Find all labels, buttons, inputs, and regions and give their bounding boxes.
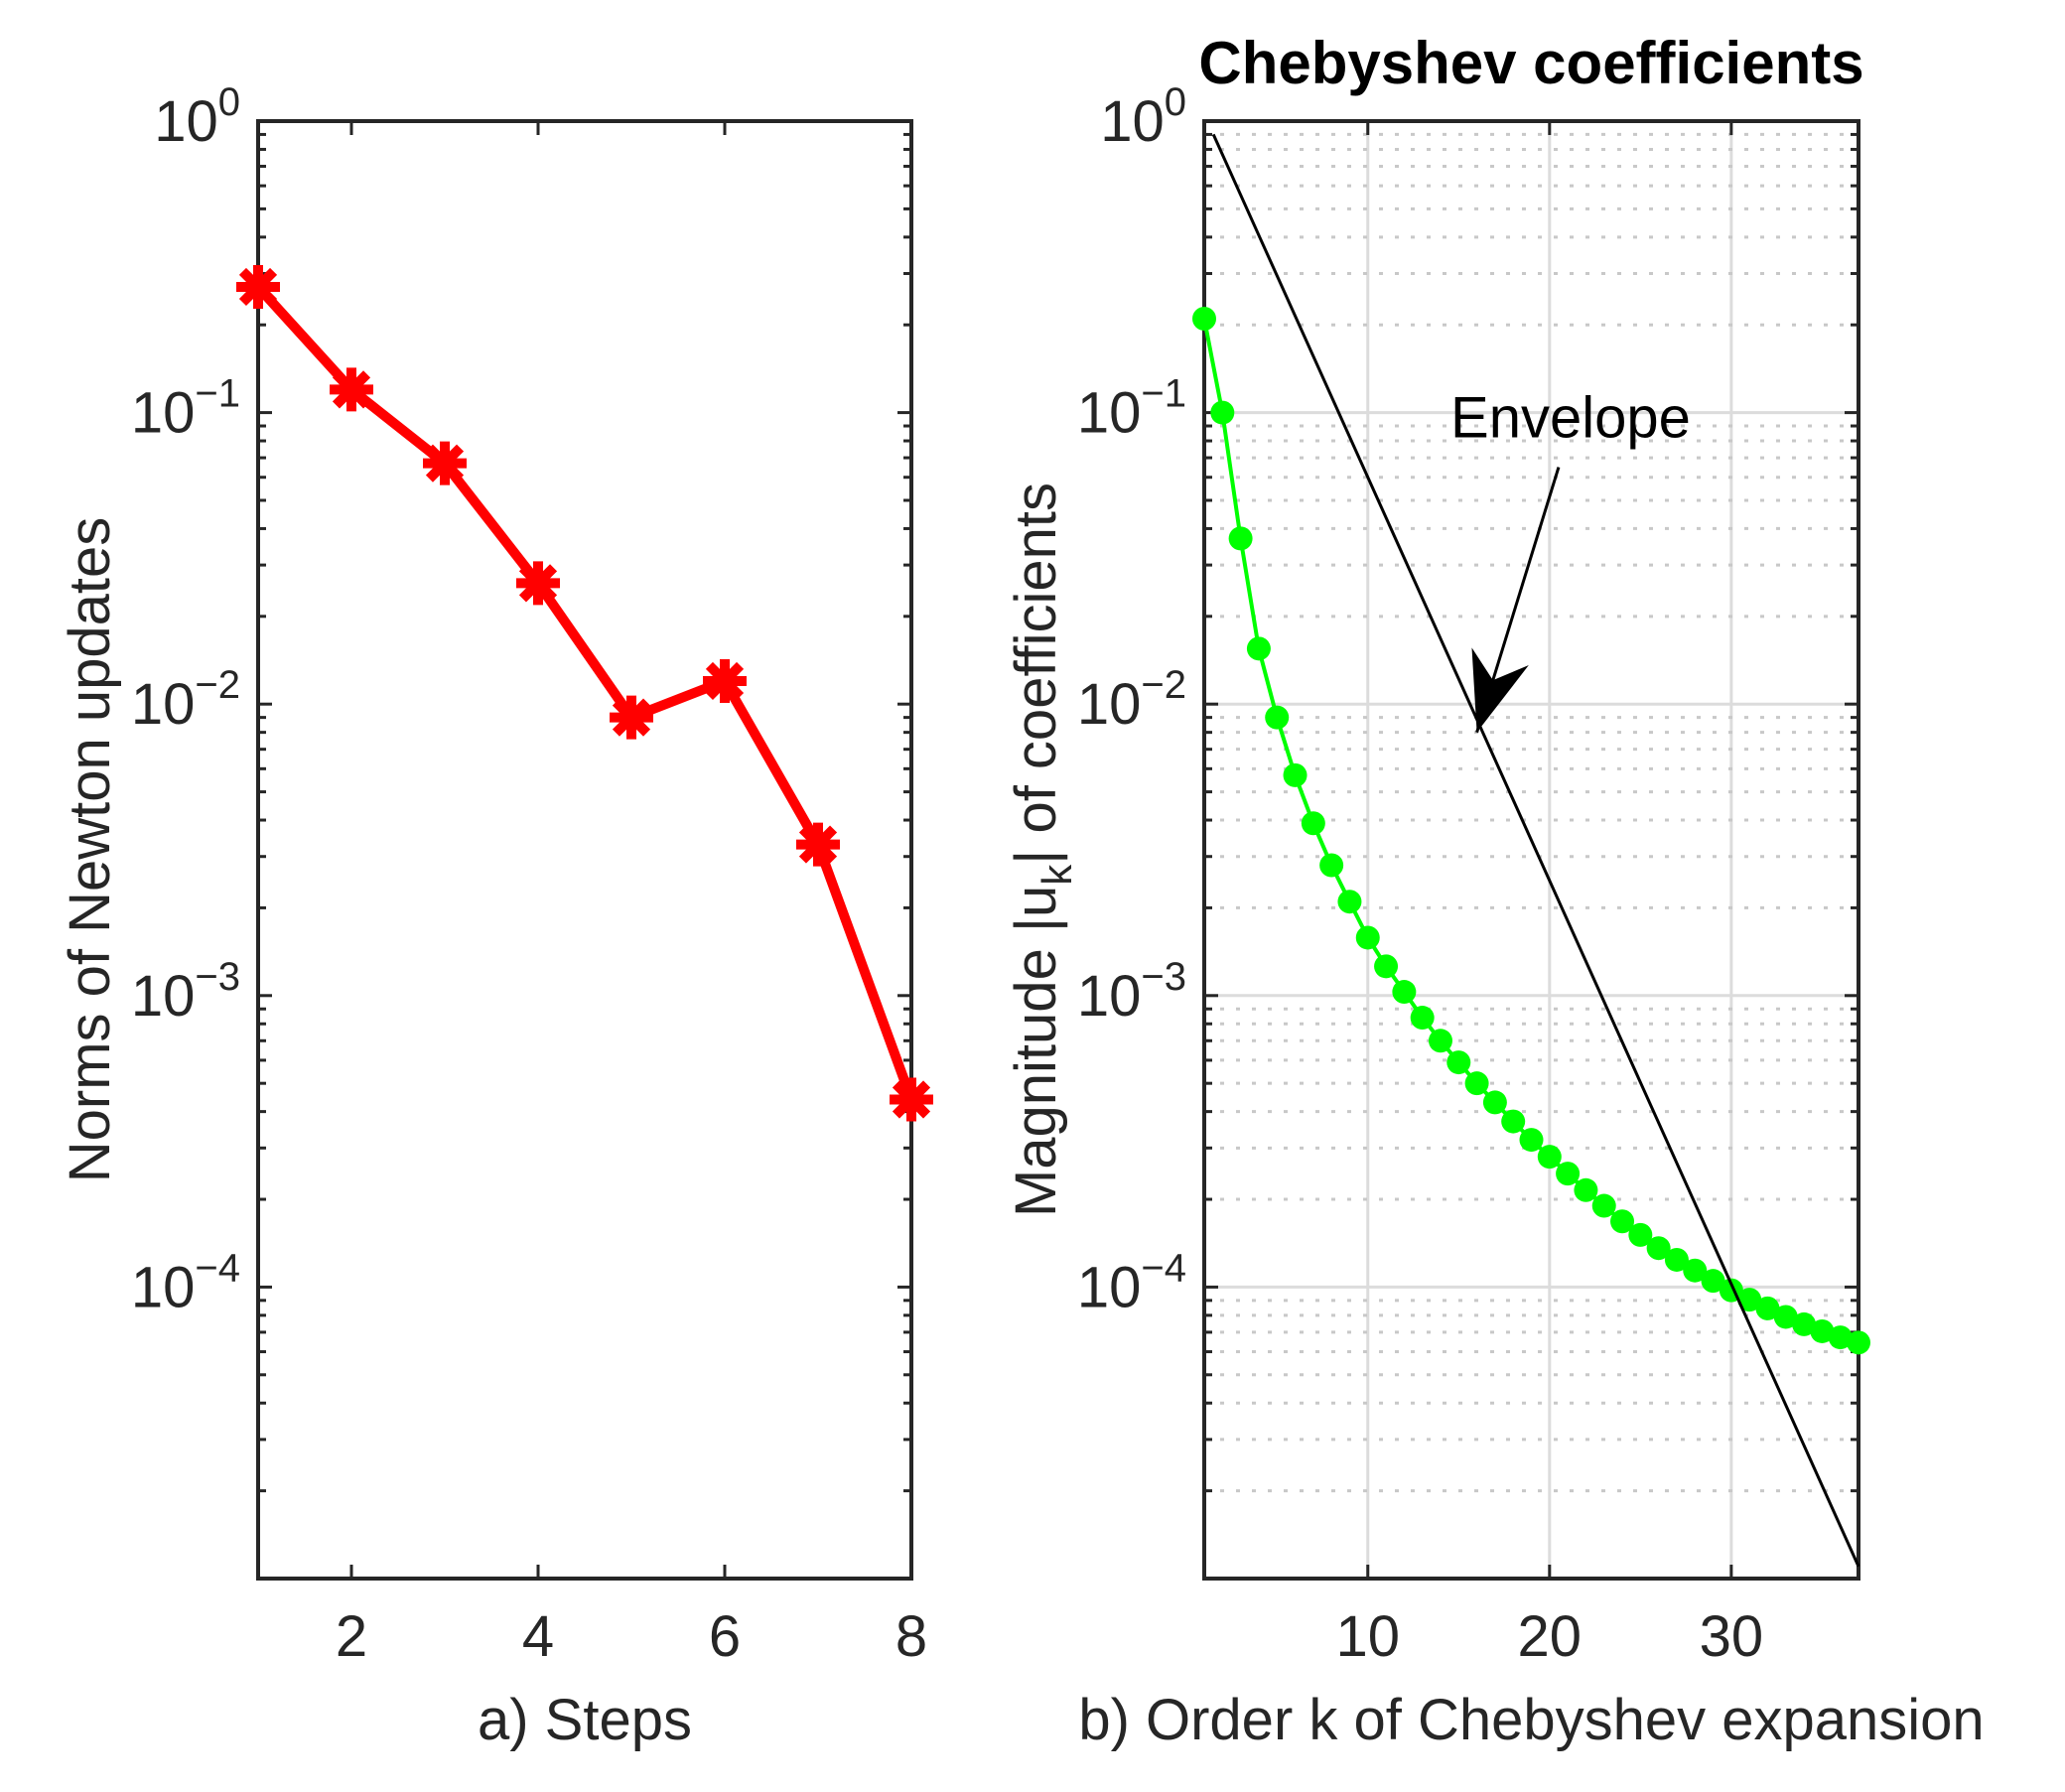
data-point: [1773, 1305, 1798, 1329]
data-point: [1265, 705, 1290, 730]
series-line: [1202, 318, 1859, 1345]
data-point: [1355, 925, 1380, 950]
marker-stroke: [425, 444, 465, 482]
panel-a-chart: 100 10−1 10−2 10−3 10−4 2 4 6 8 a) Steps Norms of …: [58, 80, 933, 1752]
axes-box: [256, 119, 913, 1581]
data-point: [1192, 306, 1216, 331]
data-point: [1464, 1071, 1489, 1096]
y-tick-label: 10−4: [1077, 1246, 1186, 1319]
x-axis-label: b) Order k of Chebyshev expansion: [1078, 1688, 1984, 1752]
x-tick-label: 8: [895, 1604, 927, 1669]
y-axis-label: Norms of Newton updates: [58, 517, 122, 1183]
y-tick-label: 10−3: [1077, 955, 1186, 1029]
series-envelope: [1211, 133, 1860, 1568]
marker-stroke: [892, 1080, 931, 1119]
data-point: [1482, 1090, 1507, 1115]
chart-title: Chebyshev coefficients: [1198, 30, 1863, 96]
data-point: [1755, 1296, 1780, 1320]
data-point: [1646, 1236, 1671, 1261]
data-point: [1810, 1318, 1835, 1343]
data-point: [1701, 1269, 1725, 1294]
data-point: [1446, 1050, 1471, 1075]
y-tick-label: 10−4: [131, 1246, 240, 1319]
x-tick-label: 20: [1518, 1604, 1583, 1669]
data-point: [1574, 1177, 1598, 1202]
data-point: [1228, 526, 1253, 551]
x-tick-label: 30: [1700, 1604, 1764, 1669]
y-tick-label: 10−2: [1077, 663, 1186, 737]
data-point: [1374, 954, 1399, 979]
y-tick-label: 100: [154, 80, 240, 154]
series-coefficients: [1192, 306, 1870, 1355]
data-point: [1392, 980, 1417, 1005]
data-point: [1556, 1162, 1581, 1186]
data-point: [1537, 1145, 1562, 1170]
data-point: [1301, 811, 1325, 836]
data-point: [423, 441, 467, 485]
series-line: [1211, 133, 1860, 1568]
marker-stroke: [798, 825, 838, 864]
data-point: [1610, 1209, 1635, 1234]
data-point: [1410, 1006, 1435, 1031]
data-point: [1683, 1258, 1708, 1283]
data-point: [1519, 1128, 1544, 1153]
grid-lines: [1204, 119, 1858, 1581]
y-tick-label: 10−1: [1077, 372, 1186, 446]
data-point: [1792, 1311, 1817, 1336]
x-tick-label: 6: [709, 1604, 741, 1669]
data-point: [1828, 1325, 1853, 1350]
y-tick-label: 10−3: [131, 955, 240, 1029]
x-tick-label: 10: [1335, 1604, 1400, 1669]
data-point: [1428, 1029, 1452, 1053]
data-point: [1737, 1288, 1762, 1312]
y-axis-label: Magnitude |uk| of coefficients: [1004, 482, 1080, 1217]
data-point: [796, 822, 840, 867]
y-tick-label: 10−1: [131, 372, 240, 446]
y-tick-label: 10−2: [131, 663, 240, 737]
x-tick-label: 2: [336, 1604, 367, 1669]
marker-stroke: [238, 267, 278, 307]
data-point: [1337, 890, 1362, 914]
marker-stroke: [705, 661, 745, 701]
x-tick-label: 4: [522, 1604, 554, 1669]
annotation-arrow-head: [1471, 647, 1529, 733]
data-point: [1283, 762, 1308, 787]
data-point: [516, 561, 560, 606]
data-point: [236, 264, 280, 309]
data-point: [1664, 1247, 1689, 1272]
data-point: [1210, 400, 1235, 425]
data-point: [610, 695, 653, 740]
data-point: [890, 1077, 933, 1122]
marker-stroke: [612, 698, 651, 737]
series-newton-update-norms: [236, 264, 933, 1122]
data-point: [703, 658, 747, 703]
marker-stroke: [518, 564, 558, 603]
x-axis-label: a) Steps: [478, 1688, 692, 1752]
data-point: [1246, 636, 1271, 661]
marker-stroke: [332, 370, 371, 409]
data-point: [1319, 853, 1344, 878]
data-point: [1501, 1109, 1526, 1134]
data-point: [1591, 1193, 1616, 1218]
y-tick-label: 100: [1100, 80, 1186, 154]
annotation-label: Envelope: [1450, 386, 1691, 451]
axes-box: [1202, 119, 1860, 1581]
panel-b-chart: 100 10−1 10−2 10−3 10−4 10 20 30 b) Order k of C…: [1004, 30, 1985, 1752]
annotation: Envelope: [1450, 386, 1691, 734]
data-point: [1847, 1330, 1870, 1355]
data-point: [330, 367, 373, 412]
data-point: [1628, 1222, 1653, 1247]
